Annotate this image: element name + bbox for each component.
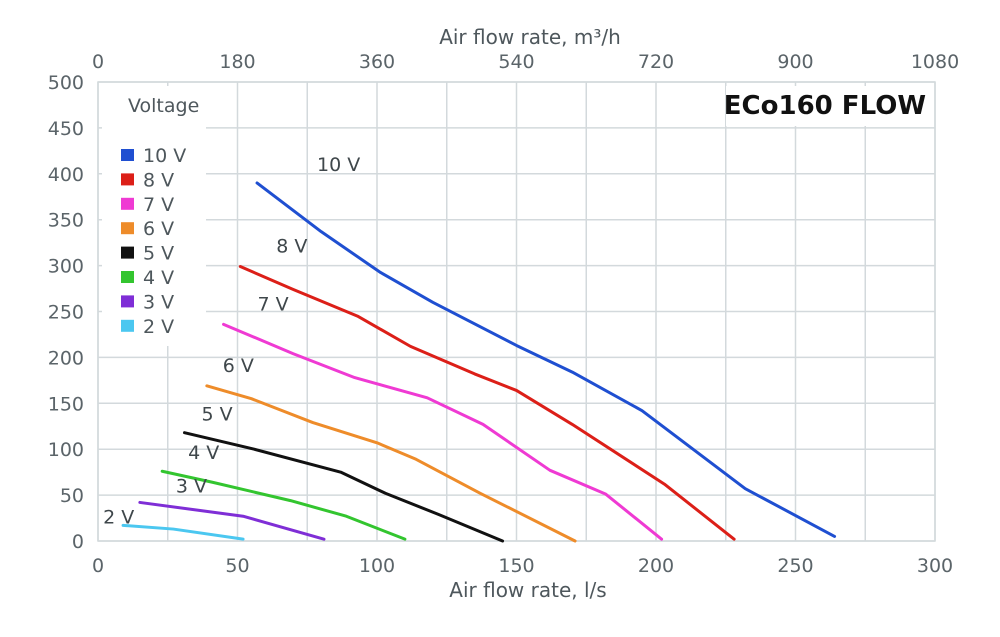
x-axis-title: Air flow rate, l/s xyxy=(449,578,606,602)
series-line xyxy=(182,431,505,543)
series-labels: 10 V8 V7 V6 V5 V4 V3 V2 V xyxy=(103,154,360,528)
legend-background xyxy=(102,86,206,346)
y-tick-label: 250 xyxy=(48,302,84,324)
plot-frame xyxy=(97,81,936,542)
chart-title: ECo160 FLOW xyxy=(724,91,926,121)
legend-label: 3 V xyxy=(143,291,174,313)
y-tick-label: 0 xyxy=(72,531,84,553)
x2-tick-label: 900 xyxy=(777,51,813,73)
x2-tick-label: 540 xyxy=(498,51,534,73)
y-tick-label: 50 xyxy=(60,485,84,507)
series-inline-label: 10 V xyxy=(317,154,360,176)
series-inline-label: 5 V xyxy=(201,404,232,426)
grid xyxy=(97,81,936,542)
x2-axis-title: Air flow rate, m³/h xyxy=(439,25,621,49)
legend-items: 10 V8 V 7 V6 V 5 V4 V3 V 2 V xyxy=(121,145,186,338)
x-tick-label: 250 xyxy=(777,555,813,577)
series-line xyxy=(205,384,577,543)
legend-swatch xyxy=(121,319,134,332)
legend-swatch xyxy=(121,197,134,210)
series-inline-label: 4 V xyxy=(188,442,219,464)
x2-tick-label: 0 xyxy=(92,51,104,73)
y-tick-label: 100 xyxy=(48,439,84,461)
x2-tick-label: 1080 xyxy=(911,51,959,73)
legend-title: Voltage xyxy=(128,95,199,117)
series-line xyxy=(160,469,407,541)
legend-label: 6 V xyxy=(143,218,174,240)
x2-tick-label: 720 xyxy=(638,51,674,73)
series-line xyxy=(222,322,664,541)
x-tick-label: 150 xyxy=(498,555,534,577)
x-tick-label: 0 xyxy=(92,555,104,577)
series-inline-label: 6 V xyxy=(223,355,254,377)
legend-swatch xyxy=(121,222,134,235)
x-tick-label: 300 xyxy=(917,555,953,577)
x2-tick-label: 180 xyxy=(219,51,255,73)
legend-swatch xyxy=(121,271,134,283)
series-line xyxy=(121,523,245,541)
series xyxy=(121,181,837,543)
legend-label: 10 V xyxy=(143,145,186,167)
legend-label: 2 V xyxy=(143,316,174,338)
legend-label: 7 V xyxy=(143,194,174,216)
y-tick-label: 200 xyxy=(48,347,84,369)
series-inline-label: 7 V xyxy=(258,293,289,315)
series-line xyxy=(255,181,837,538)
legend-label: 8 V xyxy=(143,169,174,191)
legend-swatch xyxy=(121,149,134,161)
y-tick-label: 500 xyxy=(48,72,84,94)
legend-swatch xyxy=(121,246,134,259)
series-inline-label: 3 V xyxy=(176,475,207,497)
legend-swatch xyxy=(121,173,134,186)
title-background xyxy=(726,86,932,126)
series-inline-label: 2 V xyxy=(103,506,134,528)
x-axis-top: 0 180 360 540 720 900 1080 xyxy=(92,51,959,73)
legend-label: 5 V xyxy=(143,243,174,265)
legend-swatch xyxy=(121,295,134,308)
x-axis-bottom: 0 50 100 150 200 250 300 xyxy=(92,555,953,577)
x-tick-label: 50 xyxy=(225,555,249,577)
y-tick-label: 400 xyxy=(48,164,84,186)
series-line xyxy=(238,265,736,541)
x2-tick-label: 360 xyxy=(359,51,395,73)
y-tick-label: 300 xyxy=(48,256,84,278)
x-tick-label: 200 xyxy=(638,555,674,577)
series-inline-label: 8 V xyxy=(276,236,307,258)
legend: Voltage 10 V8 V 7 V6 V 5 V4 V3 V 2 V xyxy=(102,86,206,346)
x-tick-label: 100 xyxy=(359,555,395,577)
y-tick-label: 350 xyxy=(48,210,84,232)
y-axis: 0 50 100 150 200 250 300 350 400 450 500 xyxy=(48,72,84,553)
legend-label: 4 V xyxy=(143,267,174,289)
y-tick-label: 150 xyxy=(48,393,84,415)
y-tick-label: 450 xyxy=(48,118,84,140)
series-line xyxy=(138,500,326,541)
